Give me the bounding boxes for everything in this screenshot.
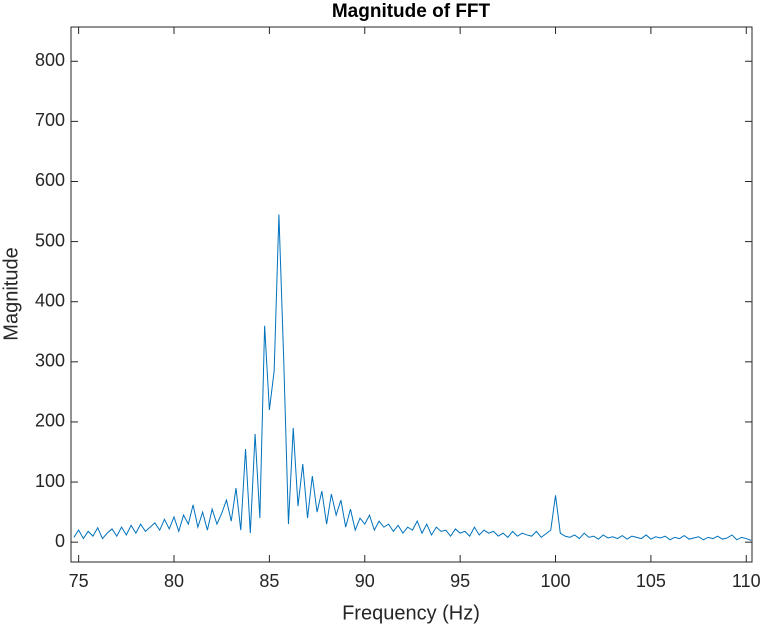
y-tick-label: 600	[35, 170, 65, 190]
chart-title: Magnitude of FFT	[332, 1, 491, 22]
x-tick-label: 90	[355, 571, 375, 591]
y-tick-label: 100	[35, 471, 65, 491]
y-tick-label: 0	[55, 531, 65, 551]
y-tick-label: 700	[35, 110, 65, 130]
x-tick-label: 100	[540, 571, 570, 591]
x-axis-label: Frequency (Hz)	[342, 602, 480, 624]
x-tick-label: 80	[164, 571, 184, 591]
x-tick-label: 85	[259, 571, 279, 591]
data-line	[73, 214, 752, 541]
y-tick-label: 200	[35, 411, 65, 431]
y-tick-label: 300	[35, 351, 65, 371]
y-tick-label: 500	[35, 230, 65, 250]
x-tick-label: 105	[636, 571, 666, 591]
x-tick-label: 75	[69, 571, 89, 591]
axes-box	[70, 26, 753, 563]
x-tick-label: 110	[732, 571, 761, 591]
x-tick-label: 95	[450, 571, 470, 591]
y-tick-label: 800	[35, 50, 65, 70]
y-axis-label: Magnitude	[0, 247, 22, 340]
y-tick-label: 400	[35, 290, 65, 310]
